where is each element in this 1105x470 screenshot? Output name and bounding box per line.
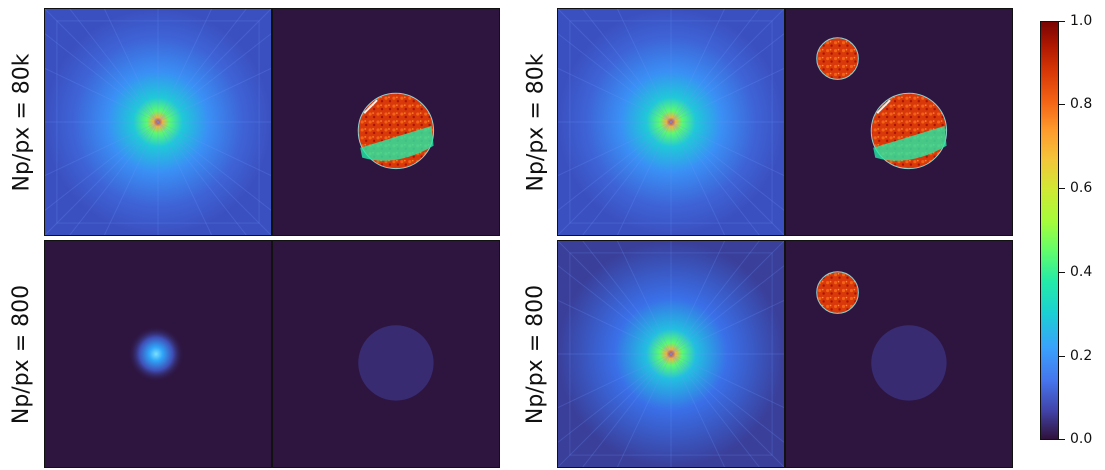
row-label-800: Np/px = 800 — [9, 284, 35, 424]
object-panel-800-right — [785, 240, 1013, 468]
colorbar — [1040, 21, 1059, 440]
spectrum-panel-80k-left — [44, 8, 272, 236]
colorbar-tick-label: 0.6 — [1070, 180, 1093, 196]
object-panel-800-left — [272, 240, 500, 468]
colorbar-tick-label: 0.0 — [1070, 431, 1093, 447]
colorbar-tick-label: 0.4 — [1070, 264, 1093, 280]
colorbar-tick-label: 0.2 — [1070, 348, 1093, 364]
spectrum-panel-80k-right — [557, 8, 785, 236]
row-label-80k-right: Np/px = 80k — [523, 53, 549, 191]
object-panel-80k-left — [272, 8, 500, 236]
row-label-80k: Np/px = 80k — [9, 53, 35, 191]
row-label-800-right: Np/px = 800 — [523, 284, 549, 424]
colorbar-tick-label: 1.0 — [1070, 13, 1093, 29]
colorbar-tick-label: 0.8 — [1070, 96, 1093, 112]
spectrum-panel-800-right — [557, 240, 785, 468]
object-panel-80k-right — [785, 8, 1013, 236]
spectrum-panel-800-left — [44, 240, 272, 468]
